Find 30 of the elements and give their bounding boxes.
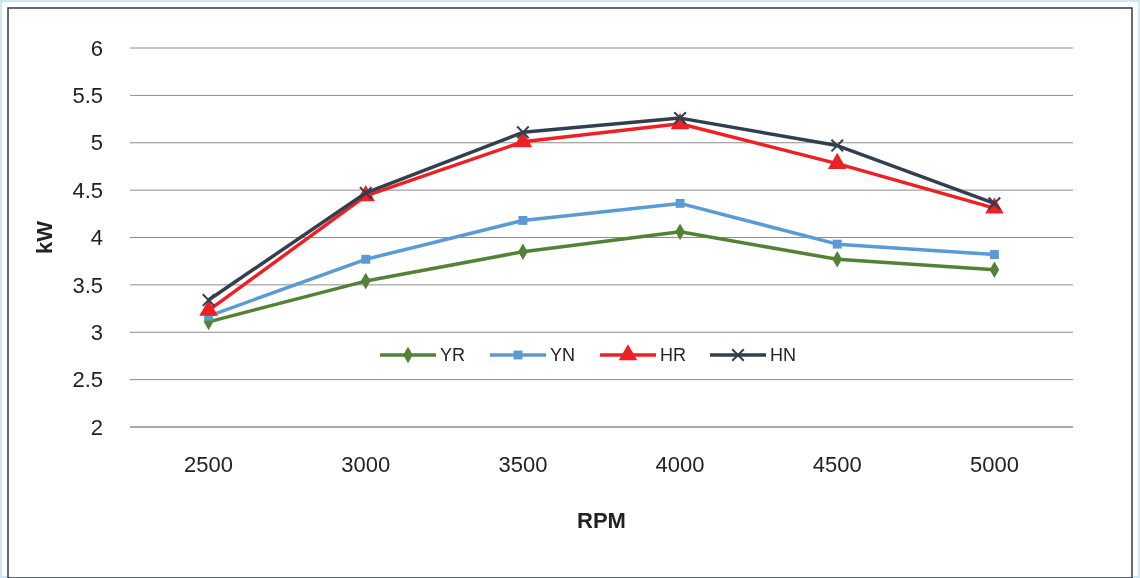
x-tick-label: 4000: [655, 452, 705, 477]
x-axis-title: RPM: [577, 508, 626, 533]
legend-label: YR: [440, 345, 466, 366]
y-tick-label: 6: [90, 35, 103, 61]
x-tick-label: 5000: [969, 452, 1019, 477]
point: [989, 250, 999, 260]
point: [518, 215, 528, 225]
y-axis-title: kW: [32, 220, 57, 254]
point: [201, 293, 216, 307]
point: [830, 138, 845, 153]
point: [675, 198, 685, 208]
legend-label: HR: [660, 345, 686, 366]
y-tick-label: 4.5: [72, 177, 103, 203]
x-tick-label: 3000: [341, 452, 391, 477]
y-tick-label: 3.5: [72, 272, 103, 298]
y-tick-label: 2: [90, 414, 103, 440]
x-tick-label: 3500: [498, 452, 548, 477]
y-tick-label: 5: [90, 130, 103, 156]
point: [516, 125, 530, 140]
legend-label: YN: [550, 345, 576, 366]
x-tick-label: 2500: [184, 452, 234, 477]
point: [513, 131, 533, 148]
x-tick-label: 4500: [812, 452, 862, 477]
legend-label: HN: [770, 345, 796, 366]
point: [361, 254, 371, 264]
y-tick-label: 3: [90, 319, 103, 345]
y-tick-label: 5.5: [72, 83, 103, 109]
point: [832, 239, 842, 249]
y-tick-label: 4: [90, 225, 103, 251]
y-tick-label: 2.5: [72, 367, 103, 393]
